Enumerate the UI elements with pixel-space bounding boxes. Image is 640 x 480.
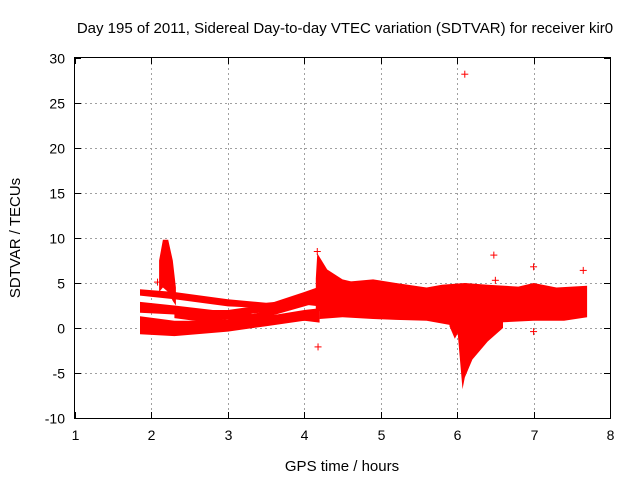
y-tick-label: -10: [45, 411, 65, 427]
x-tick-label: 1: [72, 427, 80, 443]
data-point: [313, 248, 321, 255]
grid: [75, 58, 610, 418]
y-tick-label: -5: [53, 366, 66, 382]
data-band-arc-rising-b: [174, 294, 320, 326]
y-tick-label: 10: [49, 231, 65, 247]
y-tick-label: 15: [49, 186, 65, 202]
y-tick-label: 5: [57, 276, 65, 292]
data-point: [530, 263, 538, 271]
y-tick-label: 20: [49, 141, 65, 157]
x-tick-label: 3: [225, 427, 233, 443]
data-band-arc-rising-a: [189, 286, 320, 318]
x-tick-label: 5: [378, 427, 386, 443]
data-point: [154, 278, 162, 286]
data-point: [530, 328, 538, 336]
y-tick-label: 30: [49, 51, 65, 67]
data-band-dip-6.1h: [457, 310, 503, 390]
y-axis-label: SDTVAR / TECUs: [7, 178, 24, 298]
data-point: [490, 251, 498, 259]
x-tick-label: 4: [301, 427, 309, 443]
data-point: [461, 70, 469, 78]
x-tick-label: 8: [607, 427, 615, 443]
data-series: [140, 70, 588, 390]
y-tick-label: 0: [57, 321, 65, 337]
x-tick-label: 6: [454, 427, 462, 443]
x-tick-label: 7: [531, 427, 539, 443]
data-point: [579, 266, 587, 274]
axis-ticks: [75, 58, 611, 419]
y-tick-label: 25: [49, 96, 65, 112]
data-band-spike-2.2h: [159, 239, 176, 306]
plot-frame: [74, 57, 611, 419]
y-tick-labels: -10 -5 0 5 10 15 20 25 30: [45, 51, 65, 427]
x-tick-labels: 1 2 3 4 5 6 7 8: [72, 427, 615, 443]
x-axis-label: GPS time / hours: [285, 458, 399, 475]
x-tick-label: 2: [148, 427, 156, 443]
data-point: [314, 343, 322, 351]
data-band-main-body: [319, 279, 588, 342]
chart-title: Day 195 of 2011, Sidereal Day-to-day VTE…: [77, 20, 613, 37]
data-band-dip-5.9h: [449, 319, 459, 339]
data-point: [491, 276, 499, 284]
